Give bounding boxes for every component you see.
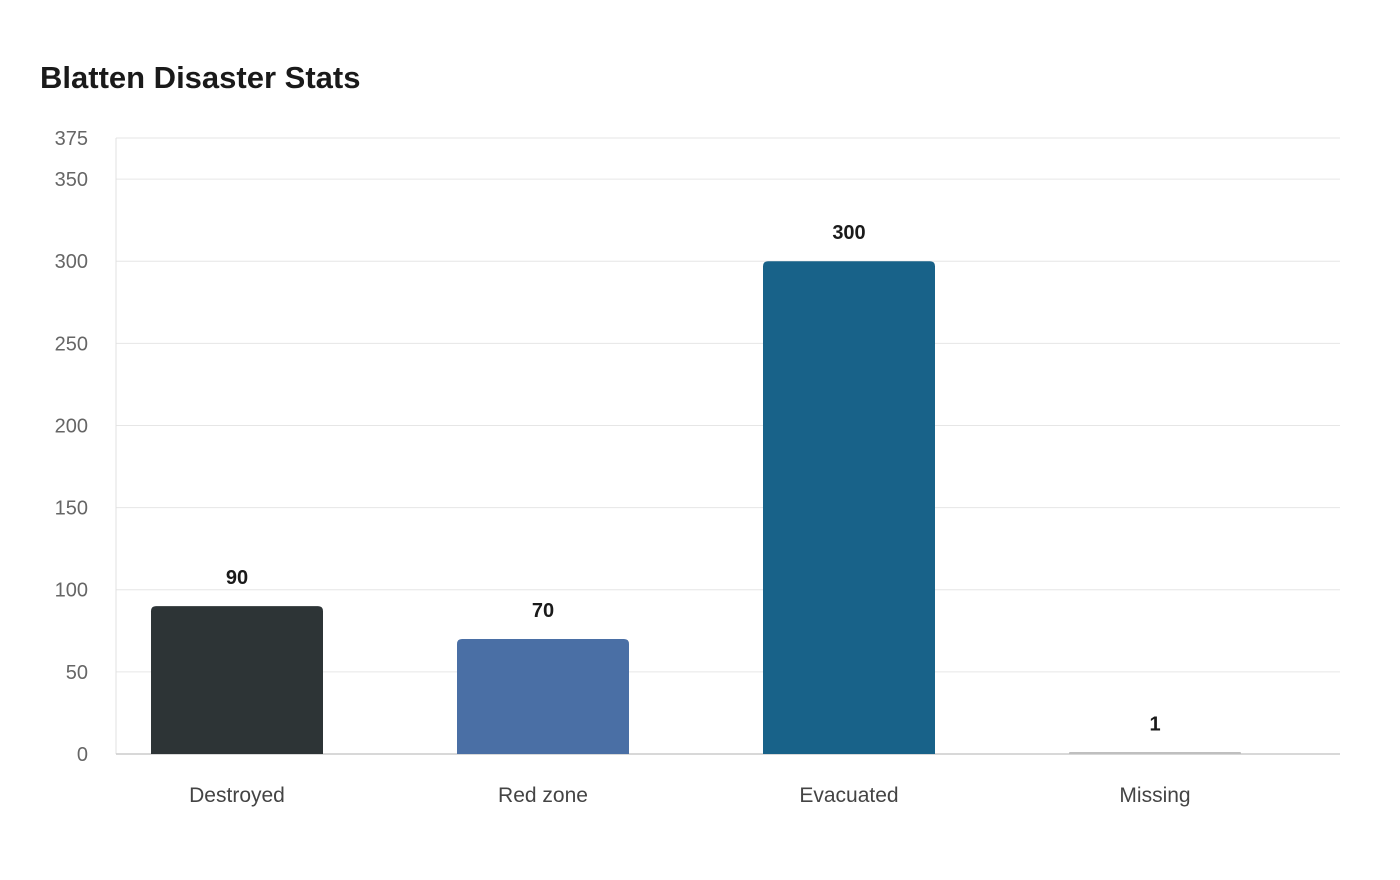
- data-label: 1: [1149, 713, 1160, 735]
- y-tick-label: 100: [55, 580, 88, 602]
- data-label: 300: [832, 222, 865, 244]
- bar-destroyed: [151, 606, 323, 754]
- x-axis-ticks: Destroyed Red zone Evacuated Missing: [189, 784, 1190, 807]
- bar-missing: [1069, 752, 1241, 754]
- x-tick-label: Destroyed: [189, 784, 285, 807]
- data-labels: 90 70 300 1: [226, 222, 1161, 735]
- y-tick-label: 0: [77, 744, 88, 766]
- y-tick-label: 150: [55, 498, 88, 520]
- x-tick-label: Evacuated: [799, 784, 898, 807]
- gridlines: [116, 137, 1340, 673]
- y-tick-label: 200: [55, 415, 88, 437]
- y-axis-ticks: 0 50 100 150 200 250 300 350 375: [55, 128, 88, 766]
- bar-evacuated: [763, 261, 935, 754]
- y-tick-label: 300: [55, 251, 88, 273]
- y-tick-label: 250: [55, 333, 88, 355]
- x-tick-label: Red zone: [498, 784, 588, 807]
- bars: [151, 261, 1241, 754]
- chart-title: Blatten Disaster Stats: [40, 60, 361, 95]
- y-tick-label: 350: [55, 169, 88, 191]
- data-label: 70: [532, 600, 554, 622]
- y-tick-label: 50: [66, 662, 88, 684]
- bar-red-zone: [457, 639, 629, 754]
- data-label: 90: [226, 567, 248, 589]
- y-tick-label: 375: [55, 128, 88, 150]
- x-tick-label: Missing: [1119, 784, 1190, 807]
